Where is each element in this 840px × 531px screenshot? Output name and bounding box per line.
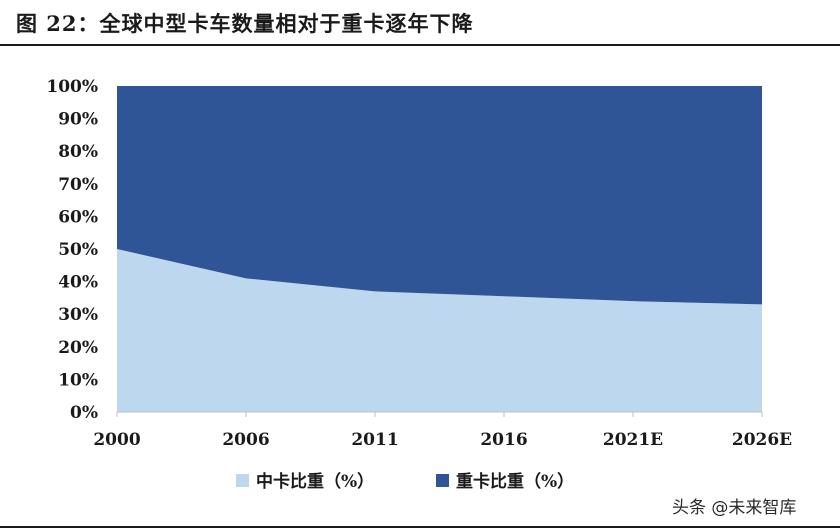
area-series-2 (117, 86, 762, 305)
y-tick-label: 60% (58, 207, 98, 227)
y-tick-label: 70% (58, 175, 98, 195)
x-tick-label: 2021E (603, 430, 663, 450)
bottom-rule (0, 526, 840, 528)
y-tick-label: 40% (58, 273, 98, 293)
x-tick-label: 2026E (732, 430, 792, 450)
x-tick-label: 2000 (93, 430, 140, 450)
y-tick-label: 100% (46, 77, 98, 97)
x-tick-label: 2006 (222, 430, 269, 450)
y-tick-label: 10% (58, 370, 98, 390)
legend-swatch-1 (236, 474, 249, 487)
figure-title: 图 22：全球中型卡车数量相对于重卡逐年下降 (16, 11, 474, 36)
legend-swatch-2 (436, 474, 449, 487)
area-series-1 (117, 249, 762, 412)
y-tick-label: 0% (70, 403, 98, 423)
y-tick-label: 30% (58, 305, 98, 325)
figure-header: 图 22：全球中型卡车数量相对于重卡逐年下降 (0, 0, 840, 46)
legend-label-1: 中卡比重（%） (256, 471, 374, 492)
y-tick-label: 20% (58, 338, 98, 358)
legend-label-2: 重卡比重（%） (456, 471, 574, 492)
watermark: 头条 @未来智库 (672, 498, 797, 518)
x-tick-label: 2016 (480, 430, 527, 450)
y-tick-label: 90% (58, 110, 98, 130)
y-tick-label: 50% (58, 240, 98, 260)
y-tick-label: 80% (58, 142, 98, 162)
x-tick-label: 2011 (351, 430, 398, 450)
